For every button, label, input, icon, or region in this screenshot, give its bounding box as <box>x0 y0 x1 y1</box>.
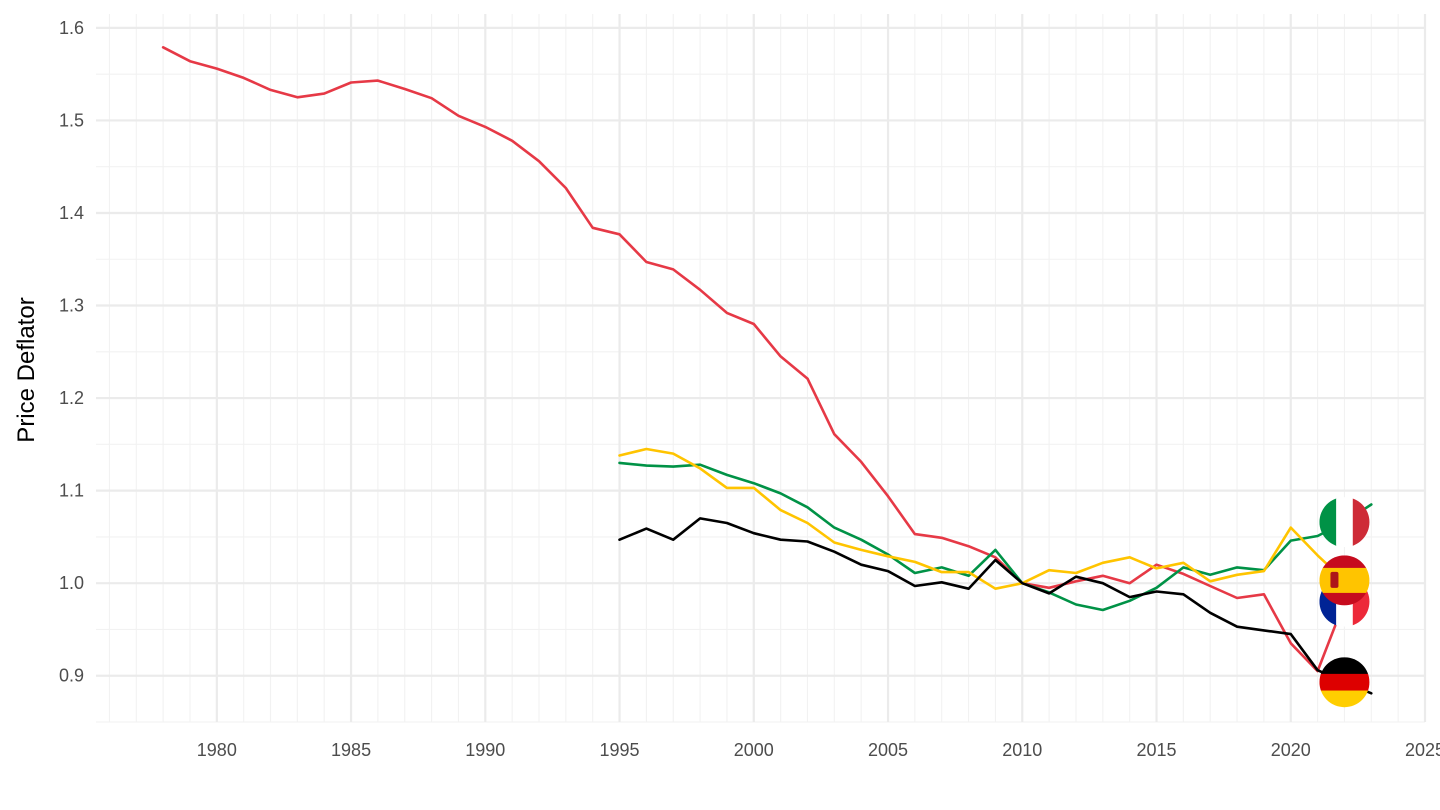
y-axis-tick-labels: 0.9 1.0 1.1 1.2 1.3 1.4 1.5 1.6 <box>59 18 84 686</box>
y-tick-label: 1.2 <box>59 388 84 408</box>
x-tick-label: 1980 <box>197 740 237 760</box>
x-tick-label: 1990 <box>465 740 505 760</box>
series-line-spain <box>618 447 1346 590</box>
x-tick-label: 1985 <box>331 740 371 760</box>
major-gridlines <box>96 14 1427 722</box>
x-axis-tick-labels: 1980 1985 1990 1995 2000 2005 2010 2015 2020 2025 <box>197 740 1440 760</box>
y-axis-title: Price Deflator <box>13 297 40 442</box>
series-line-france <box>161 46 1346 673</box>
spain-flag <box>1319 555 1370 606</box>
series-line-germany <box>618 517 1373 695</box>
y-tick-label: 1.3 <box>59 296 84 316</box>
y-tick-label: 1.1 <box>59 481 84 501</box>
x-tick-label: 2005 <box>868 740 908 760</box>
y-tick-label: 1.5 <box>59 110 84 130</box>
series-lines <box>161 46 1373 695</box>
coat-of-arms-icon <box>1330 571 1339 588</box>
x-tick-label: 2000 <box>734 740 774 760</box>
y-tick-label: 0.9 <box>59 666 84 686</box>
germany-flag <box>1319 657 1370 708</box>
series-line-italy <box>618 461 1373 612</box>
x-tick-label: 2015 <box>1136 740 1176 760</box>
y-tick-label: 1.6 <box>59 18 84 38</box>
x-tick-label: 1995 <box>600 740 640 760</box>
y-tick-label: 1.0 <box>59 573 84 593</box>
country-flag-markers <box>1319 497 1370 708</box>
x-tick-label: 2025 <box>1405 740 1440 760</box>
x-tick-label: 2020 <box>1271 740 1311 760</box>
y-tick-label: 1.4 <box>59 203 84 223</box>
x-tick-label: 2010 <box>1002 740 1042 760</box>
italy-flag <box>1319 497 1370 548</box>
